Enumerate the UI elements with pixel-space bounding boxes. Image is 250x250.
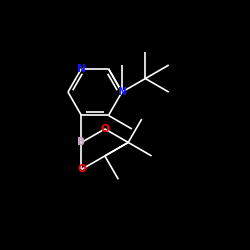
Text: O: O bbox=[100, 124, 109, 134]
Text: B: B bbox=[78, 138, 86, 147]
Text: N: N bbox=[77, 64, 86, 74]
Text: O: O bbox=[77, 164, 86, 174]
Text: N: N bbox=[118, 87, 126, 97]
